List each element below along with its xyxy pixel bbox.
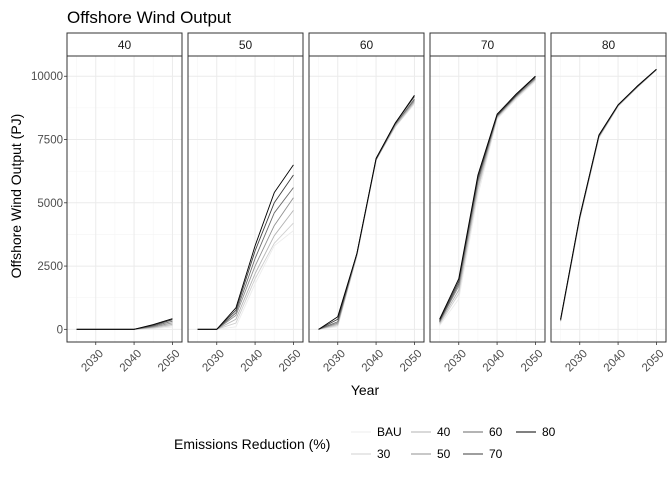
series-line-70 [318, 96, 415, 330]
y-tick-label: 10000 [31, 71, 63, 83]
facet-panel-50: 50 2030 2040 2050 [187, 32, 304, 375]
series-line-40 [197, 210, 294, 330]
facet-strip-label: 50 [239, 38, 253, 52]
y-axis-title: Offshore Wind Output (PJ) [8, 114, 24, 279]
x-tick-label: 2040 [602, 348, 629, 375]
legend-label: 60 [489, 425, 503, 439]
legend-item-30: 30 [351, 447, 391, 461]
panel-border [550, 55, 667, 343]
legend-item-40: 40 [411, 425, 451, 439]
x-tick-label: 2030 [79, 348, 106, 375]
legend-label: 80 [542, 425, 556, 439]
series-line-80 [318, 94, 415, 330]
legend-label: BAU [377, 425, 402, 439]
x-tick-label: 2040 [239, 348, 266, 375]
series-line-60 [197, 187, 294, 330]
legend-item-60: 60 [463, 425, 503, 439]
series-line-50 [439, 78, 536, 322]
series-line-80 [439, 75, 536, 320]
y-tick-label: 2500 [37, 261, 63, 273]
x-tick-label: 2030 [442, 348, 469, 375]
legend-item-70: 70 [463, 447, 503, 461]
y-tick-label: 7500 [37, 135, 63, 147]
series-line-50 [560, 69, 657, 321]
legend-label: 30 [377, 447, 391, 461]
panel-border [429, 55, 546, 343]
legend-item-50: 50 [411, 447, 451, 461]
facet-strip-label: 70 [481, 38, 495, 52]
facet-panel-60: 60 2030 2040 2050 [308, 32, 425, 375]
series-line-70 [560, 69, 657, 320]
facet-panel-40: 40 2030 2040 2050 [66, 32, 183, 375]
panel-border [308, 55, 425, 343]
series-line-40 [560, 69, 657, 321]
legend-item-BAU: BAU [351, 425, 402, 439]
x-tick-label: 2040 [118, 348, 145, 375]
series-line-40 [439, 78, 536, 324]
x-tick-label: 2050 [519, 348, 546, 375]
series-line-BAU [318, 103, 415, 330]
series-line-60 [439, 77, 536, 322]
series-line-80 [560, 68, 657, 320]
x-tick-label: 2030 [200, 348, 227, 375]
x-tick-label: 2050 [398, 348, 425, 375]
facet-panels: 0 2500 5000 7500 10000 40 2030 2040 2050 50 2030 20… [31, 32, 667, 375]
x-tick-label: 2030 [563, 348, 590, 375]
x-tick-label: 2050 [640, 348, 667, 375]
legend: Emissions Reduction (%) BAU 30 40 50 60 70 80 [174, 425, 556, 461]
facet-strip-label: 60 [360, 38, 374, 52]
x-tick-label: 2050 [156, 348, 183, 375]
series-line-80 [197, 164, 294, 330]
panel-border [187, 55, 304, 343]
facet-panel-80: 80 2030 2040 2050 [550, 32, 667, 375]
series-line-60 [318, 98, 415, 330]
series-line-BAU [439, 80, 536, 326]
legend-item-80: 80 [516, 425, 556, 439]
series-line-30 [439, 79, 536, 325]
series-line-60 [560, 69, 657, 321]
series-line-70 [439, 75, 536, 321]
facet-strip-label: 40 [118, 38, 132, 52]
y-tick-label: 0 [57, 324, 63, 336]
series-line-30 [318, 102, 415, 330]
legend-label: 50 [437, 447, 451, 461]
x-tick-label: 2040 [481, 348, 508, 375]
facet-panel-70: 70 2030 2040 2050 [429, 32, 546, 375]
chart-title: Offshore Wind Output [67, 8, 231, 27]
x-tick-label: 2030 [321, 348, 348, 375]
legend-label: 70 [489, 447, 503, 461]
series-line-40 [318, 101, 415, 330]
facet-strip-label: 80 [602, 38, 616, 52]
series-line-50 [318, 100, 415, 330]
panel-border [66, 55, 183, 343]
x-tick-label: 2040 [360, 348, 387, 375]
series-line-80 [76, 318, 173, 330]
x-axis-title: Year [351, 382, 380, 398]
legend-title: Emissions Reduction (%) [174, 436, 330, 452]
series-line-50 [197, 197, 294, 330]
x-tick-label: 2050 [277, 348, 304, 375]
legend-label: 40 [437, 425, 451, 439]
y-tick-label: 5000 [37, 198, 63, 210]
